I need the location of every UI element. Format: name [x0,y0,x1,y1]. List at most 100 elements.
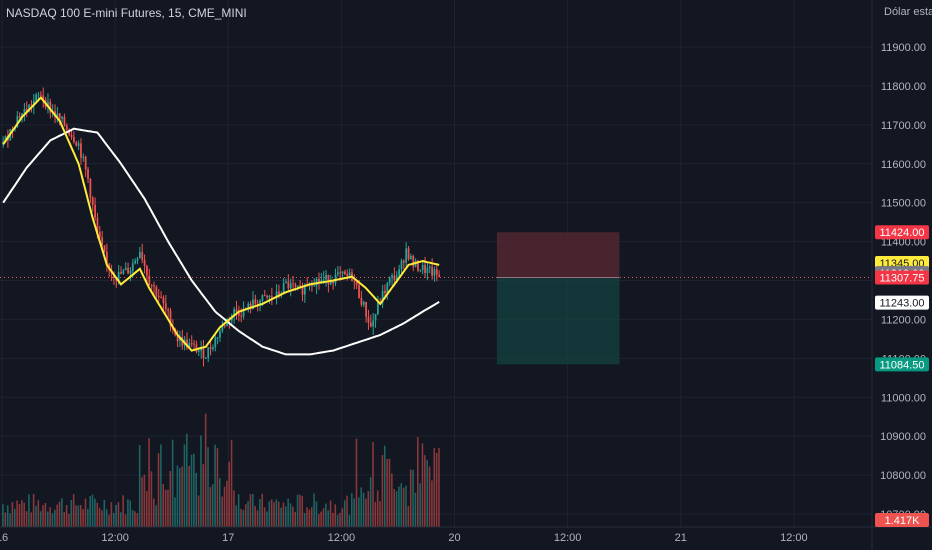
candle-body [146,265,148,276]
volume-bar [320,511,322,527]
candle-body [369,322,372,327]
candle-body [261,295,264,301]
volume-bar [49,507,51,527]
volume-bar [153,498,155,527]
candle-body [388,277,391,283]
candle-body [424,264,426,274]
volume-bar [398,486,400,527]
volume-bar [202,464,205,527]
candle-body [360,297,363,305]
volume-bar [25,511,28,527]
volume-bar [233,490,235,527]
candle-body [105,251,108,264]
volume-bar [129,500,132,527]
candle-body [136,258,139,261]
candle-body [334,274,337,284]
candle-body [252,299,254,310]
candle-body [169,310,172,327]
time-axis[interactable]: 16 12:00 17 12:00 20 12:00 21 12:00 [0,526,932,544]
volume-bar [327,510,329,527]
volume-bars [2,413,440,527]
volume-bar [226,480,228,527]
volume-bar [221,496,223,527]
volume-label-text: 1.417K [885,515,921,527]
candle-body [219,331,221,338]
candle-body [384,290,386,294]
volume-bar [358,497,360,527]
volume-bar [16,500,18,527]
volume-bar [162,483,165,527]
volume-bar [242,509,245,527]
candle-body [84,156,87,170]
symbol-title[interactable]: NASDAQ 100 E-mini Futures, 15, CME_MINI [6,6,247,20]
price-tick-label: 11800.00 [881,81,926,93]
volume-bar [18,504,21,527]
candle-body [318,278,320,282]
candle-body [63,116,66,126]
price-label-box [875,225,929,240]
candle-body [329,281,332,285]
candle-body [75,142,78,146]
volume-bar [247,501,249,527]
volume-bar [211,484,214,527]
volume-bar [263,507,266,527]
volume-bar [89,496,91,527]
candle-body [221,325,224,332]
volume-bar [325,503,327,527]
volume-bar [374,501,377,527]
volume-bar [266,511,268,527]
candle-body [275,291,278,298]
volume-bar [348,514,351,527]
currency-label[interactable]: Dólar estad [884,6,932,18]
volume-bar [68,513,70,527]
volume-bar [343,500,346,527]
candle-body [155,286,158,296]
volume-bar [188,465,190,527]
price-label-box [875,295,929,310]
candle-body [417,260,419,271]
volume-bar [244,504,247,527]
candle-body [30,104,33,106]
volume-bar [169,471,172,527]
candle-body [141,251,144,261]
candle-body [301,287,304,295]
candle-body [336,272,339,275]
candle-body [247,303,250,310]
candle-body [134,260,137,264]
volume-bar [30,512,33,527]
candle-body [303,284,306,295]
volume-bar [369,477,372,527]
volume-bar [386,459,388,527]
volume-bar [214,444,216,527]
volume-bar [209,486,212,527]
volume-bar [277,501,280,527]
volume-bar [280,507,282,527]
candle-body [294,284,297,287]
candle-body [374,313,377,321]
volume-bar [367,491,370,527]
candle-body [431,266,433,276]
volume-bar [63,512,66,527]
volume-bar [134,511,136,527]
candle-body [143,260,146,266]
volume-bar [58,501,61,527]
time-tick-label: 17 [222,532,234,544]
volume-bar [223,486,226,527]
candle-body [358,285,360,298]
candle-body [216,337,219,339]
volume-bar [178,467,181,527]
volume-bar [424,455,426,527]
volume-bar [96,502,99,527]
volume-bar [275,499,278,527]
volume-bar [315,501,318,527]
volume-bar [285,506,287,527]
volume-bar [431,480,433,527]
candle-body [353,281,356,283]
candle-body [120,271,122,274]
price-tick-label: 11400.00 [881,237,926,249]
long-position-tool[interactable] [496,232,620,365]
candle-body [355,281,358,286]
price-tick-label: 11900.00 [881,42,926,54]
candle-body [435,269,438,275]
